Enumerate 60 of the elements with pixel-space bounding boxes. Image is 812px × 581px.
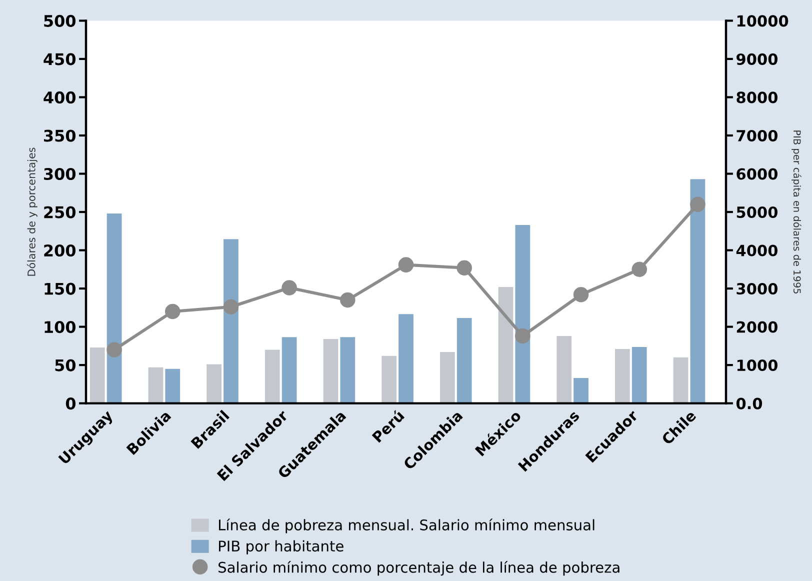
bar xyxy=(165,368,180,404)
bar xyxy=(690,179,706,404)
y2-tick-label: 2000 xyxy=(736,321,778,333)
legend-label: Línea de pobreza mensual. Salario mínimo mensual xyxy=(218,518,594,534)
bar xyxy=(264,350,280,404)
point xyxy=(690,196,706,212)
bar xyxy=(224,239,238,404)
y2-tick-label: 4000 xyxy=(736,244,778,256)
y-tick-label: 500 xyxy=(44,14,76,27)
bar xyxy=(398,314,414,404)
legend-label: PIB por habitante xyxy=(218,540,344,554)
bar xyxy=(206,364,222,404)
y-tick-label: 350 xyxy=(44,130,76,142)
legend-label: Salario mínimo como porcentaje de la línea de pobreza xyxy=(218,560,620,576)
y2-tick-label: 6000 xyxy=(736,168,778,180)
bar xyxy=(574,378,588,404)
point xyxy=(340,292,356,308)
y2-tick-label: 10000 xyxy=(737,15,788,27)
point xyxy=(106,342,122,358)
bar xyxy=(323,339,338,404)
y2-tick-label: 8000 xyxy=(736,92,778,104)
point xyxy=(282,280,297,296)
bar xyxy=(340,337,356,404)
bar xyxy=(515,225,530,404)
bar xyxy=(456,318,472,404)
bar xyxy=(632,347,647,404)
y-tick-label: 200 xyxy=(44,244,76,257)
bar xyxy=(673,357,688,404)
bar xyxy=(556,336,572,404)
y2-tick-label: 5000 xyxy=(736,206,778,218)
point xyxy=(223,299,239,315)
bar xyxy=(615,348,630,404)
y-tick-label: 250 xyxy=(44,206,76,218)
y-tick-label: 100 xyxy=(44,320,76,334)
y-tick-label: 0 xyxy=(66,398,76,410)
y-tick-label: 300 xyxy=(44,168,76,180)
bar xyxy=(90,347,105,404)
y2-tick-label: 7000 xyxy=(736,130,778,142)
y2-tick-label: 9000 xyxy=(736,53,778,65)
bar xyxy=(106,214,122,404)
point xyxy=(456,260,472,276)
y2-axis-title: PIB per cápita en dólares de 1995 xyxy=(792,130,802,294)
y-tick-label: 150 xyxy=(44,282,76,295)
bar xyxy=(382,356,397,404)
bar xyxy=(498,286,514,404)
y-tick-label: 50 xyxy=(55,359,76,372)
point xyxy=(398,257,414,272)
y-tick-label: 450 xyxy=(44,53,76,66)
y-tick-label: 400 xyxy=(44,91,76,104)
point xyxy=(573,287,589,302)
point xyxy=(632,262,648,278)
bar xyxy=(440,352,455,404)
y2-tick-label: 3000 xyxy=(736,282,778,295)
point xyxy=(164,304,180,320)
point xyxy=(515,328,530,344)
bar xyxy=(148,367,164,404)
y-axis-title: Dólares de y porcentajes xyxy=(26,148,38,276)
y2-tick-label: 0.0 xyxy=(736,398,762,410)
bar xyxy=(282,337,297,404)
y2-tick-label: 1000 xyxy=(737,360,778,372)
